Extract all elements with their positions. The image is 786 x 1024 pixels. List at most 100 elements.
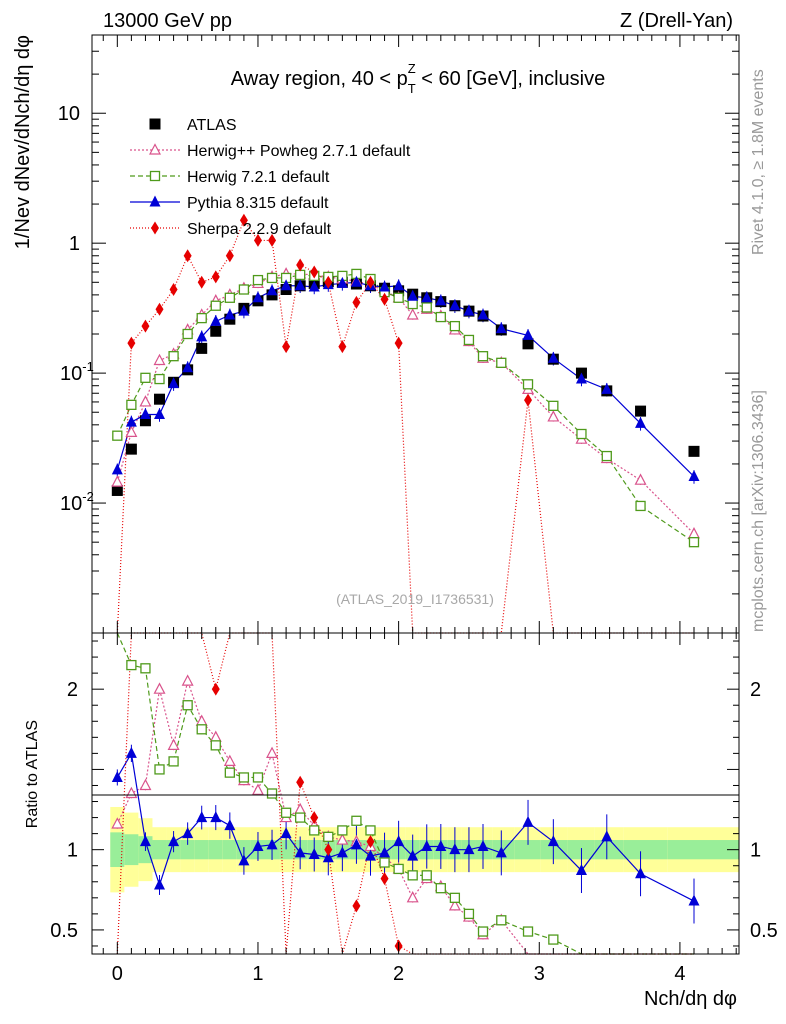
pythia-ratio-point bbox=[224, 819, 236, 831]
herwig-ratio-point bbox=[224, 767, 235, 778]
y-axis-title: 1/Nev dNev/dNch/dη dφ bbox=[12, 35, 34, 249]
pythia-ratio-point bbox=[182, 827, 194, 839]
title-subscript: T bbox=[408, 81, 416, 96]
herwig-point bbox=[548, 400, 559, 411]
pythia-ratio-point bbox=[125, 746, 137, 758]
sherpa-ratio-point bbox=[211, 682, 220, 696]
pythia-ratio-point bbox=[350, 838, 362, 850]
herwig-ratio-point bbox=[266, 788, 278, 799]
pythia-ratio-point bbox=[111, 770, 123, 782]
sherpa-point bbox=[211, 270, 220, 284]
herwig-ratio-line bbox=[116, 632, 694, 955]
legend-marker-sherpa bbox=[151, 221, 159, 235]
pythia-point bbox=[182, 361, 194, 373]
herwig-ratio-point bbox=[407, 870, 418, 881]
pythia-point bbox=[210, 314, 222, 326]
pythia-ratio-point bbox=[522, 815, 534, 827]
pythia-point bbox=[477, 308, 489, 320]
legend: ATLAS Herwig++ Powheg 2.7.1 default Herwig… bbox=[130, 117, 411, 238]
pythia-ratio-point bbox=[575, 864, 587, 876]
herwig-ratio-point bbox=[210, 740, 221, 751]
ratio-plot-frame bbox=[91, 632, 740, 955]
herwig-point bbox=[126, 399, 137, 410]
pythia-main-line bbox=[116, 281, 695, 477]
herwig-ratio-line bbox=[116, 678, 694, 955]
pythia-ratio-point bbox=[238, 854, 250, 866]
sherpa-ratio-point bbox=[366, 835, 375, 849]
pythia-point bbox=[635, 416, 647, 428]
atlas-point bbox=[111, 484, 123, 496]
herwig-point bbox=[153, 353, 166, 366]
herwig-ratio-point bbox=[181, 674, 194, 686]
ratio-tick-label-right: 2 bbox=[750, 679, 761, 701]
ratio-band-inner bbox=[279, 840, 294, 860]
herwig-point bbox=[154, 373, 165, 385]
pythia-ratio-point bbox=[196, 811, 208, 823]
pythia-point bbox=[111, 463, 123, 475]
x-tick-label: 0 bbox=[112, 963, 123, 985]
herwig-point bbox=[140, 372, 151, 383]
pythia-point bbox=[125, 415, 137, 427]
sherpa-ratio-point bbox=[324, 843, 333, 857]
pythia-ratio-point bbox=[407, 849, 419, 861]
herwig-ratio-point bbox=[393, 863, 404, 875]
pythia-ratio-point bbox=[421, 839, 433, 851]
herwig-ratio-point bbox=[126, 659, 137, 671]
sherpa-point bbox=[155, 302, 164, 316]
ratio-y-axis-title: Ratio to ATLAS bbox=[24, 720, 41, 828]
ratio-tick-label-right: 0.5 bbox=[750, 920, 778, 942]
ratio-tick-label-left: 0.5 bbox=[50, 920, 78, 942]
herwig-ratio-point bbox=[421, 870, 432, 881]
herwig-point bbox=[576, 428, 587, 440]
pythia-ratio-point bbox=[336, 846, 348, 858]
sherpa-point bbox=[380, 292, 389, 306]
pythia-ratio-point bbox=[547, 835, 559, 847]
herwig-ratio-point bbox=[309, 825, 320, 836]
ratio-band-inner bbox=[124, 834, 139, 866]
pythia-point bbox=[308, 280, 320, 292]
pythia-ratio-point bbox=[393, 835, 405, 847]
sherpa-point bbox=[296, 258, 305, 272]
atlas-point bbox=[154, 393, 166, 405]
title-superscript: Z bbox=[408, 61, 416, 76]
y-tick-label: 10-2 bbox=[60, 489, 94, 515]
pythia-point bbox=[449, 299, 461, 311]
ratio-band-inner bbox=[567, 840, 595, 860]
mcplots-label: mcplots.cern.ch [arXiv:1306.3436] bbox=[750, 390, 767, 632]
herwig-ratio-point bbox=[140, 663, 151, 674]
ratio-tick-label-left: 1 bbox=[67, 840, 78, 862]
ratio-band-inner bbox=[110, 832, 125, 868]
herwig-ratio-point bbox=[111, 817, 124, 829]
herwig-ratio-point bbox=[196, 724, 207, 735]
sherpa-ratio-point bbox=[380, 872, 389, 886]
herwig-ratio-point bbox=[463, 908, 475, 920]
pythia-point bbox=[196, 330, 208, 342]
herwig-point bbox=[407, 298, 418, 310]
herwig-point bbox=[634, 473, 647, 485]
header-left: 13000 GeV pp bbox=[103, 10, 232, 32]
pythia-point bbox=[495, 322, 507, 334]
pythia-ratio-point bbox=[495, 846, 507, 858]
pythia-point bbox=[154, 408, 166, 420]
herwig-ratio-point bbox=[351, 815, 362, 826]
herwig-ratio-point bbox=[522, 926, 534, 937]
sherpa-point bbox=[338, 340, 347, 354]
sherpa-ratio-point bbox=[310, 811, 319, 825]
herwig-ratio-point bbox=[477, 926, 489, 937]
pythia-point bbox=[168, 377, 180, 389]
pythia-ratio-point bbox=[252, 839, 264, 851]
herwig-point bbox=[393, 292, 404, 303]
legend-label-sherpa: Sherpa 2.2.9 default bbox=[187, 221, 332, 238]
herwig-point bbox=[210, 300, 221, 311]
sherpa-point bbox=[141, 319, 150, 333]
herwig-point bbox=[463, 334, 475, 346]
herwig-ratio-point bbox=[167, 738, 180, 750]
herwig-point bbox=[112, 430, 123, 441]
pythia-ratio-point bbox=[449, 843, 461, 855]
pythia-ratio-point bbox=[435, 839, 447, 851]
pythia-ratio-point bbox=[210, 811, 222, 823]
herwig-point bbox=[139, 395, 152, 407]
herwig-ratio-point bbox=[294, 802, 307, 815]
herwig-ratio-point bbox=[336, 833, 349, 845]
x-tick-label: 2 bbox=[393, 963, 404, 985]
